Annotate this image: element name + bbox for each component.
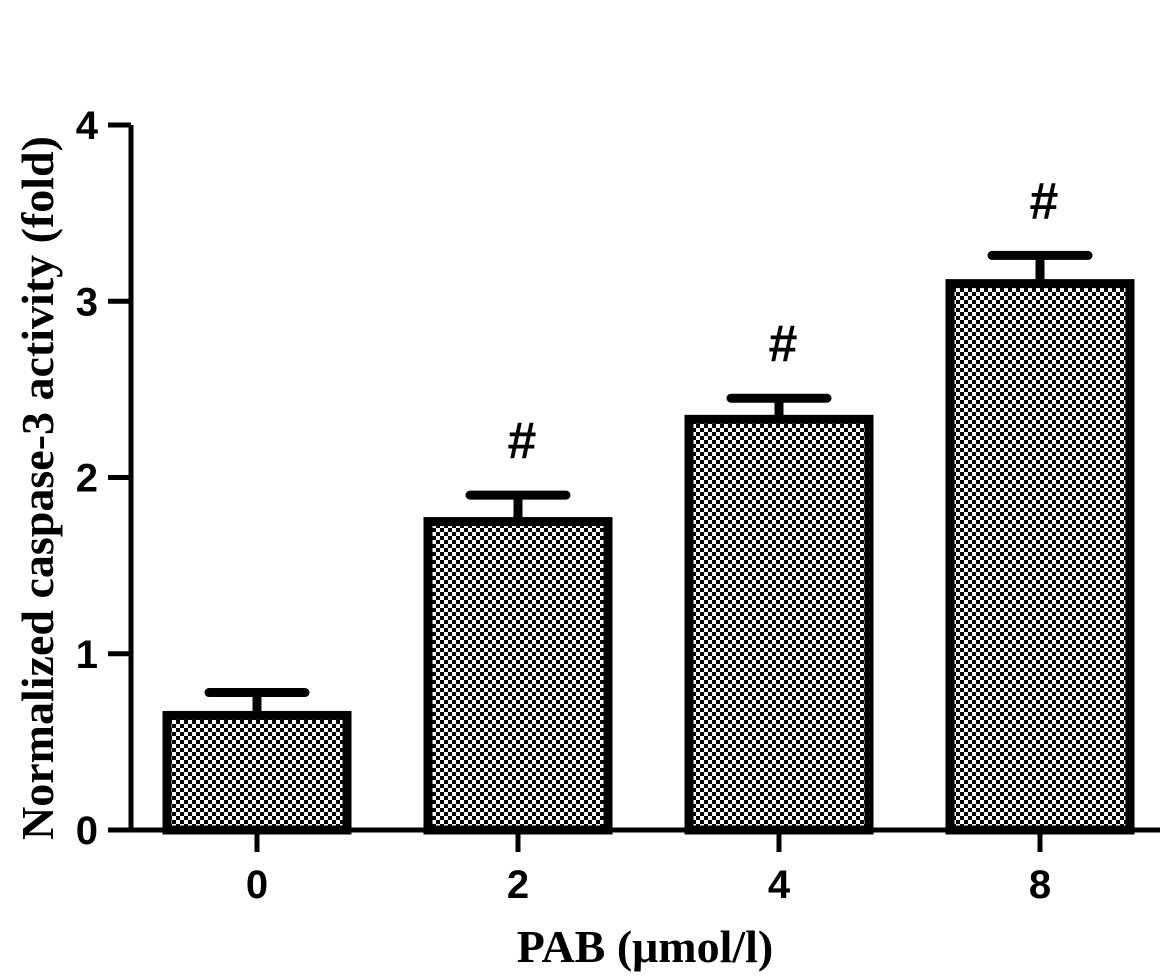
- significance-mark-4: #: [769, 315, 798, 373]
- y-axis-title: Normalized caspase-3 activity (fold): [12, 136, 63, 840]
- x-tick-label-2: 2: [507, 863, 529, 907]
- y-ticks: 0 1 2 3 4: [76, 104, 131, 853]
- bar-0: [162, 710, 352, 835]
- x-axis-title: PAB (μmol/l): [517, 921, 773, 972]
- x-axis: 0 2 4 8: [129, 827, 1160, 907]
- error-bar-2: [465, 490, 571, 522]
- error-bar-4: [726, 393, 832, 420]
- y-tick-label: 2: [76, 457, 98, 501]
- bar-8: [945, 279, 1135, 835]
- y-axis: 0 1 2 3 4: [76, 104, 134, 853]
- y-tick-label: 3: [76, 280, 98, 324]
- significance-mark-2: #: [508, 412, 537, 470]
- y-tick-label: 4: [76, 104, 99, 148]
- error-bars-layer: [204, 250, 1093, 716]
- x-tick-label-0: 0: [246, 863, 268, 907]
- annotations-layer: # # #: [508, 172, 1059, 470]
- x-tick-label-8: 8: [1029, 863, 1051, 907]
- y-tick-label: 1: [76, 633, 98, 677]
- x-ticks: 0 2 4 8: [246, 830, 1051, 907]
- y-tick-label: 0: [76, 809, 98, 853]
- bar-4: [684, 414, 874, 835]
- bar-2: [423, 517, 613, 835]
- bars-layer: [162, 279, 1135, 835]
- x-tick-label-4: 4: [768, 863, 791, 907]
- error-bar-0: [204, 688, 310, 716]
- significance-mark-8: #: [1030, 172, 1059, 230]
- error-bar-8: [987, 250, 1093, 284]
